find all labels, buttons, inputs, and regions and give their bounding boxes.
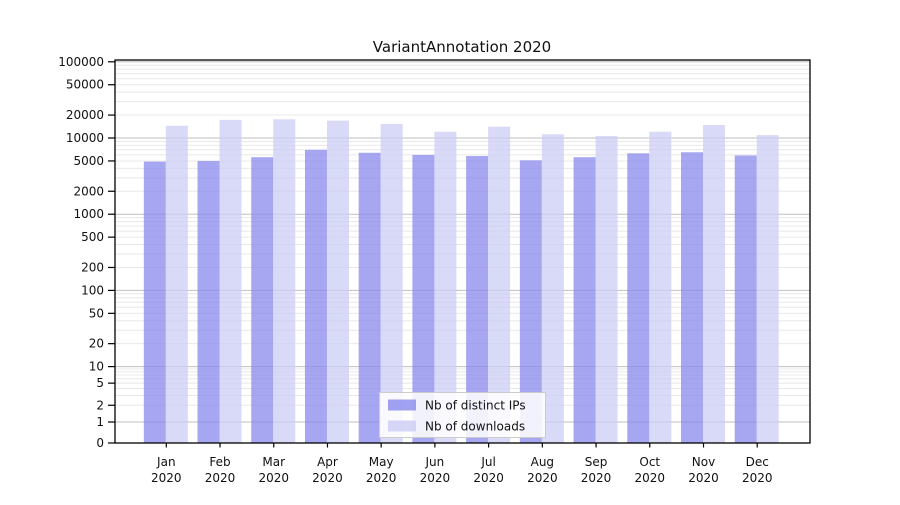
bar-ips-mar	[251, 157, 274, 443]
legend-label-distinct-ips: Nb of distinct IPs	[425, 399, 526, 413]
bar-downloads-feb	[219, 119, 242, 443]
ytick-label-2: 2	[96, 398, 104, 412]
bar-downloads-jul	[488, 126, 511, 443]
bar-downloads-sep	[595, 136, 618, 443]
bar-downloads-mar	[273, 119, 296, 443]
bar-ips-sep	[573, 157, 596, 443]
bar-ips-jul	[466, 156, 489, 443]
bar-ips-dec	[734, 155, 757, 444]
xtick-year-jul: 2020	[473, 471, 504, 485]
ytick-label-100000: 100000	[58, 55, 104, 69]
bar-ips-nov	[681, 152, 703, 444]
xtick-label-apr: Apr	[317, 455, 338, 469]
bar-downloads-oct	[649, 131, 672, 443]
ytick-label-10: 10	[89, 360, 104, 374]
bar-ips-jun	[412, 154, 435, 443]
bar-downloads-aug	[541, 134, 564, 444]
ytick-label-500: 500	[81, 230, 104, 244]
xtick-year-jun: 2020	[420, 471, 451, 485]
xtick-year-aug: 2020	[527, 471, 558, 485]
xtick-year-nov: 2020	[688, 471, 719, 485]
bar-ips-jan	[143, 161, 166, 443]
bar-ips-feb	[197, 160, 220, 444]
bar-downloads-may	[380, 123, 403, 443]
xtick-label-may: May	[369, 455, 394, 469]
ytick-label-20000: 20000	[66, 108, 104, 122]
bar-ips-aug	[519, 160, 542, 444]
ytick-label-10000: 10000	[66, 131, 104, 145]
ytick-label-50000: 50000	[66, 78, 104, 92]
xtick-label-jun: Jun	[425, 455, 445, 469]
ytick-label-1: 1	[96, 415, 104, 429]
xtick-year-oct: 2020	[635, 471, 666, 485]
plot-border	[114, 59, 811, 444]
bar-downloads-nov	[703, 125, 725, 443]
bar-ips-oct	[627, 153, 650, 443]
xtick-label-feb: Feb	[209, 455, 230, 469]
legend-label-downloads: Nb of downloads	[425, 420, 525, 434]
bar-ips-may	[358, 152, 381, 443]
xtick-year-mar: 2020	[258, 471, 289, 485]
xtick-label-mar: Mar	[262, 455, 285, 469]
bar-ips-apr	[304, 149, 327, 443]
ytick-label-5000: 5000	[73, 154, 104, 168]
bar-downloads-jun	[434, 131, 457, 443]
bar-downloads-apr	[326, 120, 349, 443]
legend: Nb of distinct IPs Nb of downloads	[379, 392, 546, 438]
xtick-year-sep: 2020	[581, 471, 612, 485]
ytick-label-200: 200	[81, 260, 104, 274]
xtick-label-nov: Nov	[692, 455, 715, 469]
bar-downloads-dec	[756, 135, 779, 443]
xtick-year-dec: 2020	[742, 471, 773, 485]
xtick-label-jul: Jul	[480, 455, 495, 469]
xtick-label-jan: Jan	[156, 455, 176, 469]
ytick-label-1000: 1000	[73, 207, 104, 221]
ytick-label-100: 100	[81, 283, 104, 297]
xtick-label-sep: Sep	[585, 455, 608, 469]
ytick-label-5: 5	[96, 376, 104, 390]
ytick-label-0: 0	[96, 436, 104, 450]
xtick-label-aug: Aug	[531, 455, 554, 469]
xtick-year-may: 2020	[366, 471, 397, 485]
ytick-label-2000: 2000	[73, 184, 104, 198]
ytick-label-50: 50	[89, 306, 104, 320]
xtick-label-dec: Dec	[746, 455, 769, 469]
xtick-year-feb: 2020	[205, 471, 236, 485]
chart-title: VariantAnnotation 2020	[373, 38, 551, 56]
legend-swatch-distinct-ips	[388, 399, 416, 411]
ytick-label-20: 20	[89, 337, 104, 351]
xtick-year-apr: 2020	[312, 471, 343, 485]
bar-downloads-jan	[165, 125, 188, 443]
xtick-year-jan: 2020	[151, 471, 182, 485]
legend-swatch-downloads	[388, 420, 416, 432]
plot-generated: 0 1 2 5 10 20 50 100 200 500 1000 2000 5000 10000 2000…	[58, 55, 811, 485]
xtick-label-oct: Oct	[639, 455, 660, 469]
